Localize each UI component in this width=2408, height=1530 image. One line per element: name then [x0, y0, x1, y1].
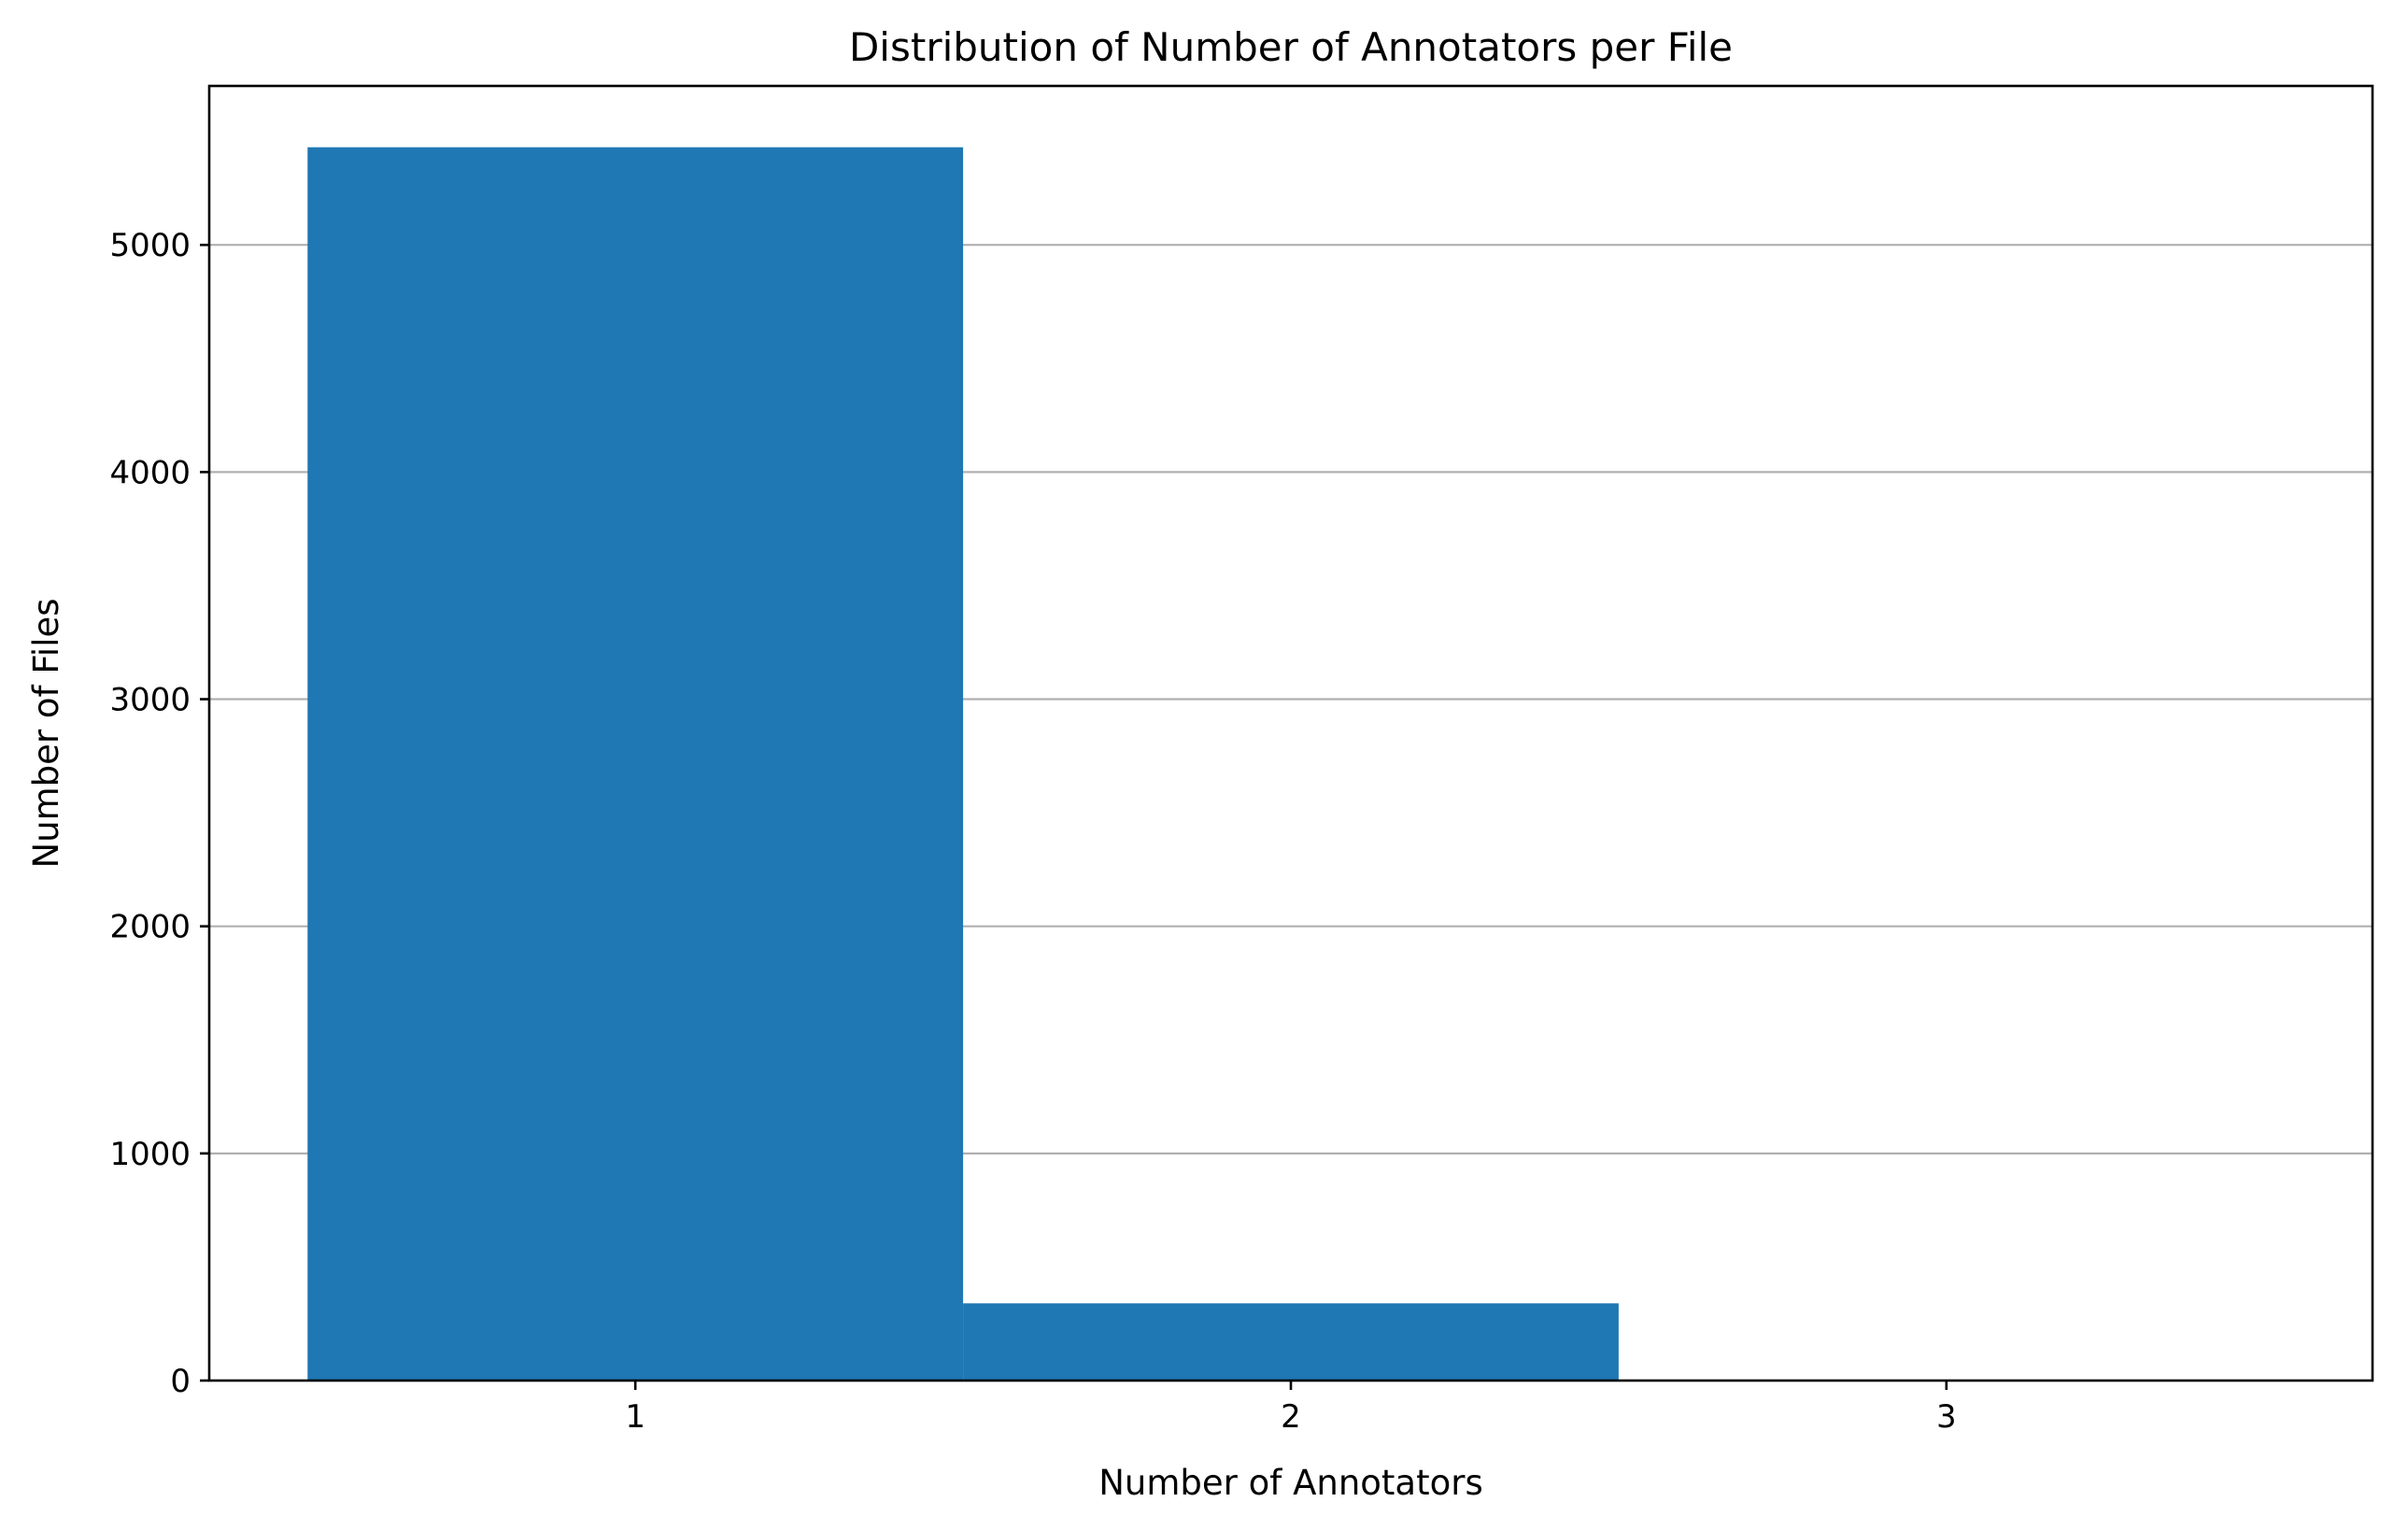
- chart-title: Distribution of Number of Annotators per…: [849, 24, 1733, 70]
- y-axis-label: Number of Files: [26, 598, 66, 868]
- x-tick-label-1: 1: [625, 1398, 645, 1436]
- y-tick-label-1000: 1000: [109, 1136, 191, 1173]
- bar-2: [963, 1303, 1619, 1381]
- bar-1: [307, 147, 964, 1381]
- y-tick-label-5000: 5000: [109, 227, 191, 264]
- y-tick-label-4000: 4000: [109, 454, 191, 491]
- y-tick-label-3000: 3000: [109, 682, 191, 719]
- bars: [307, 147, 2274, 1381]
- x-tick-label-3: 3: [1936, 1398, 1957, 1436]
- x-axis-label: Number of Annotators: [1098, 1463, 1482, 1503]
- y-tick-label-0: 0: [170, 1363, 191, 1400]
- x-tick-label-2: 2: [1281, 1398, 1301, 1436]
- ticks: 0 1000 2000 3000 4000 5000 1 2 3: [109, 227, 1956, 1436]
- y-tick-label-2000: 2000: [109, 909, 191, 946]
